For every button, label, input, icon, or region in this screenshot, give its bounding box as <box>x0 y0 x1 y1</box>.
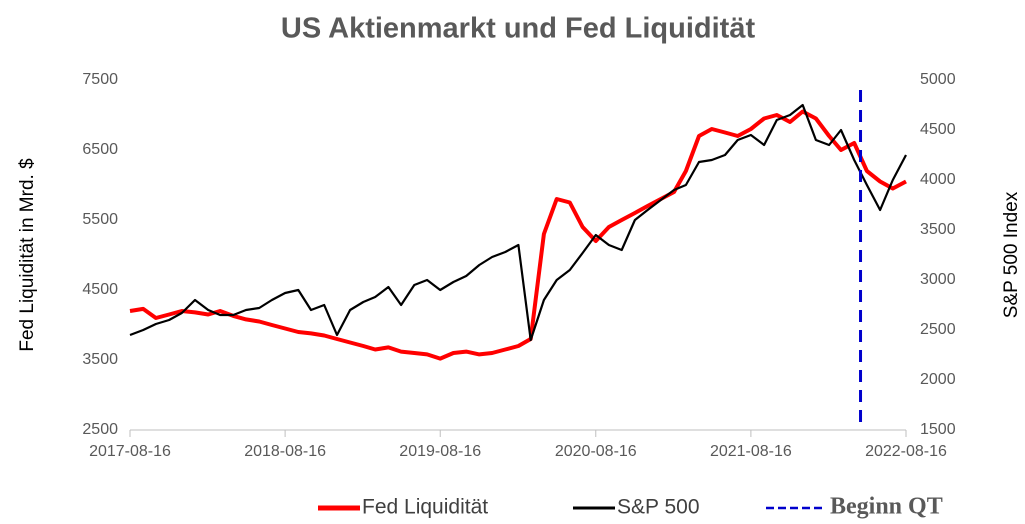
chart-title: US Aktienmarkt und Fed Liquidität <box>281 13 756 45</box>
legend-label: Fed Liquidität <box>362 496 488 519</box>
y2-tick-label: 3500 <box>920 221 956 238</box>
y2-axis-label: S&P 500 Index <box>1001 191 1022 318</box>
x-tick-label: 2017-08-16 <box>89 443 171 460</box>
y-axis-label: Fed Liquidität in Mrd. $ <box>17 158 38 352</box>
y-tick-label: 3500 <box>82 351 118 368</box>
x-tick-label: 2021-08-16 <box>710 443 792 460</box>
y2-tick-label: 4500 <box>920 121 956 138</box>
x-tick-label: 2019-08-16 <box>399 443 481 460</box>
y2-tick-label: 3000 <box>920 271 956 288</box>
x-tick-label: 2018-08-16 <box>244 443 326 460</box>
y-tick-label: 5500 <box>82 211 118 228</box>
x-tick-label: 2022-08-16 <box>865 443 947 460</box>
y2-tick-label: 5000 <box>920 71 956 88</box>
y-tick-label: 7500 <box>82 71 118 88</box>
y-tick-label: 2500 <box>82 421 118 438</box>
y2-tick-label: 2000 <box>920 371 956 388</box>
series-line <box>129 109 907 361</box>
y-tick-label: 4500 <box>82 281 118 298</box>
y-tick-label: 6500 <box>82 141 118 158</box>
y2-tick-label: 4000 <box>920 171 956 188</box>
y2-tick-label: 1500 <box>920 421 956 438</box>
x-tick-label: 2020-08-16 <box>555 443 637 460</box>
y2-tick-label: 2500 <box>920 321 956 338</box>
legend-label: S&P 500 <box>617 496 700 519</box>
legend-label: Beginn QT <box>830 494 943 520</box>
series-line <box>129 103 907 342</box>
